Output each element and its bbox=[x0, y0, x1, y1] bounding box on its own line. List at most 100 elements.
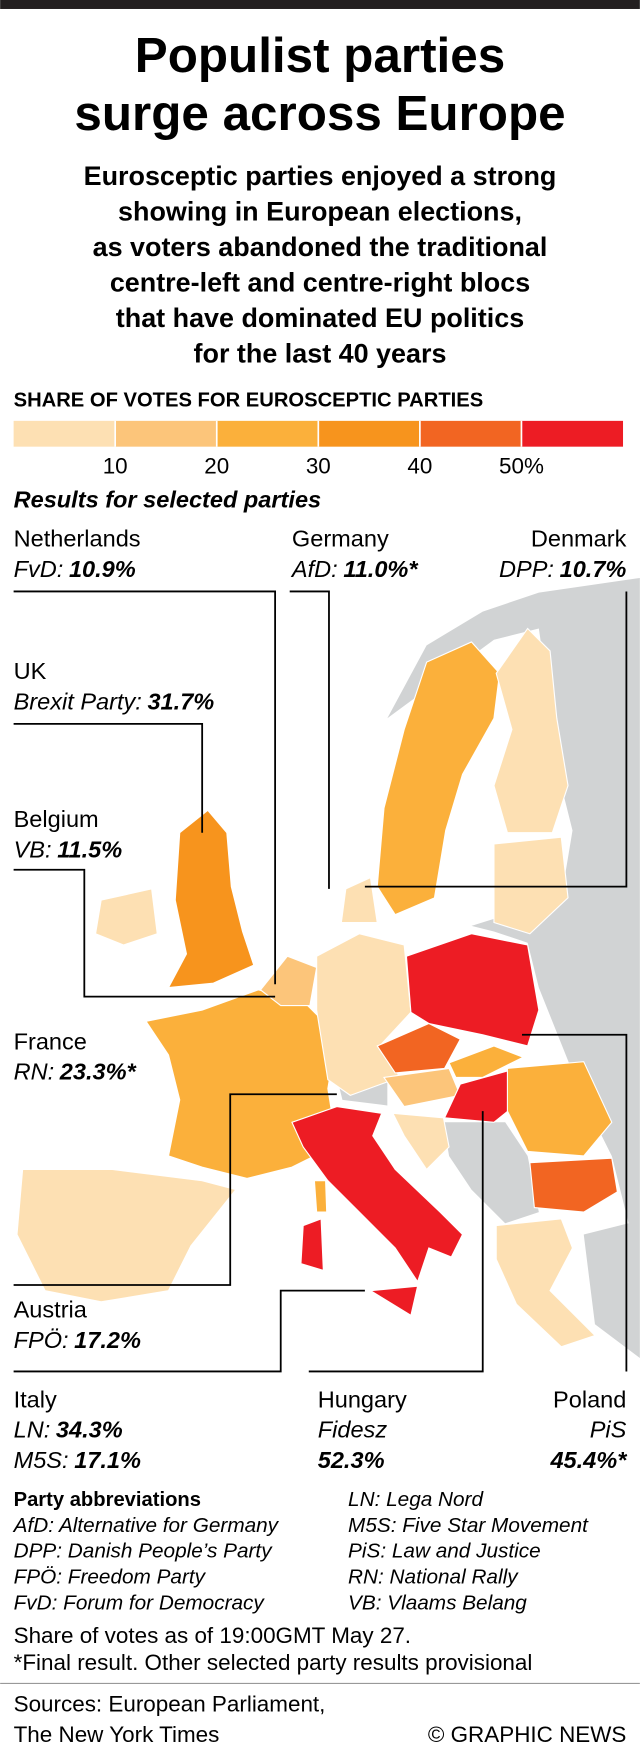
vote-share: 11.0%* bbox=[343, 556, 419, 582]
subtitle: Eurosceptic parties enjoyed a strong bbox=[84, 161, 557, 191]
country-name: Hungary bbox=[318, 1386, 407, 1412]
party: Fidesz bbox=[318, 1417, 388, 1443]
country-name: Italy bbox=[14, 1386, 57, 1412]
country-name: Germany bbox=[292, 526, 389, 552]
slovakia bbox=[448, 1045, 525, 1078]
subtitle: for the last 40 years bbox=[194, 339, 447, 369]
abbreviation: LN: Lega Nord bbox=[348, 1488, 484, 1511]
croatia bbox=[391, 1112, 450, 1171]
uk bbox=[167, 809, 255, 989]
legend-swatch bbox=[216, 420, 319, 447]
benelux bbox=[259, 955, 318, 1007]
abbreviation: M5S: Five Star Movement bbox=[348, 1514, 589, 1537]
result-line: DPP: 10.7% bbox=[499, 556, 626, 582]
romania bbox=[506, 1061, 613, 1157]
italy bbox=[291, 1106, 464, 1283]
vote-share: 34.3% bbox=[56, 1417, 123, 1443]
finland bbox=[493, 627, 569, 834]
country-name: UK bbox=[14, 658, 47, 684]
party: VB: bbox=[14, 836, 52, 862]
legend-tick-label: 10 bbox=[103, 454, 128, 479]
result-line: Brexit Party: 31.7% bbox=[14, 688, 215, 714]
legend-tick-label: 50% bbox=[499, 454, 544, 479]
abbreviation: AfD: Alternative for Germany bbox=[12, 1514, 280, 1537]
legend-swatch bbox=[419, 420, 522, 447]
credit: © GRAPHIC NEWS bbox=[428, 1722, 627, 1747]
vote-share: 31.7% bbox=[147, 688, 214, 714]
subtitle: that have dominated EU politics bbox=[116, 303, 524, 333]
title: surge across Europe bbox=[74, 86, 565, 141]
bulgaria bbox=[529, 1157, 619, 1213]
abbreviation: PiS: Law and Justice bbox=[348, 1540, 541, 1563]
abbreviation: FvD: Forum for Democracy bbox=[14, 1591, 266, 1614]
leader-line bbox=[364, 591, 628, 888]
result-line: LN: 34.3% bbox=[14, 1417, 123, 1443]
country-name: Netherlands bbox=[14, 526, 141, 552]
land bbox=[387, 577, 640, 1358]
party: DPP: bbox=[499, 556, 554, 582]
leader-line bbox=[13, 590, 277, 985]
land bbox=[443, 1122, 539, 1224]
results-title: Results for selected parties bbox=[14, 486, 322, 512]
leader-line bbox=[13, 868, 276, 998]
denmark bbox=[340, 876, 378, 924]
subtitle: centre-left and centre-right blocs bbox=[110, 268, 530, 298]
iberia bbox=[16, 1168, 237, 1303]
sweden bbox=[376, 641, 501, 916]
abbreviations-title: Party abbreviations bbox=[14, 1489, 201, 1511]
czechia bbox=[376, 1022, 462, 1074]
legend-swatch bbox=[115, 420, 217, 447]
result-line: 52.3% bbox=[318, 1447, 385, 1473]
abbreviation: FPÖ: Freedom Party bbox=[14, 1566, 207, 1589]
abbreviation: RN: National Rally bbox=[348, 1566, 519, 1589]
subtitle: showing in European elections, bbox=[118, 197, 522, 227]
party: FPÖ: bbox=[14, 1327, 69, 1353]
vote-share: 17.1% bbox=[74, 1447, 141, 1473]
country-name: Poland bbox=[553, 1386, 626, 1412]
vote-share: 52.3% bbox=[318, 1447, 385, 1473]
baltics bbox=[493, 836, 569, 935]
result-line: PiS bbox=[590, 1417, 627, 1443]
country-name: France bbox=[14, 1028, 87, 1054]
result-line: VB: 11.5% bbox=[14, 836, 123, 862]
ireland bbox=[94, 888, 158, 946]
source: The New York Times bbox=[14, 1722, 220, 1747]
leader-line bbox=[308, 1111, 484, 1373]
vote-share: 11.5% bbox=[57, 836, 122, 862]
corsica bbox=[313, 1180, 328, 1213]
country-name: Austria bbox=[14, 1297, 88, 1323]
result-line: RN: 23.3%* bbox=[14, 1059, 138, 1085]
legend-tick-label: 30 bbox=[306, 454, 331, 479]
result-line: FvD: 10.9% bbox=[14, 556, 136, 582]
subtitle: as voters abandoned the traditional bbox=[93, 232, 548, 262]
legend-swatch bbox=[318, 420, 420, 447]
vote-share: 10.9% bbox=[69, 556, 136, 582]
result-line: Fidesz bbox=[318, 1417, 388, 1443]
leader-line bbox=[289, 590, 330, 889]
legend-swatch bbox=[13, 420, 116, 447]
result-line: 45.4%* bbox=[549, 1447, 628, 1473]
greece bbox=[495, 1218, 597, 1348]
party: M5S: bbox=[14, 1447, 69, 1473]
vote-share: 45.4%* bbox=[549, 1447, 628, 1473]
top-bar bbox=[0, 0, 640, 9]
legend-tick-label: 20 bbox=[204, 454, 229, 479]
country-name: Denmark bbox=[531, 526, 627, 552]
leader-line bbox=[13, 1093, 337, 1286]
vote-share: 17.2% bbox=[74, 1327, 141, 1353]
party: PiS bbox=[590, 1417, 627, 1443]
vote-share: 23.3%* bbox=[59, 1059, 138, 1085]
title: Populist parties bbox=[135, 28, 505, 83]
poland bbox=[405, 933, 540, 1047]
leader-line bbox=[13, 722, 204, 833]
sicily bbox=[368, 1285, 419, 1317]
party: RN: bbox=[14, 1059, 55, 1085]
party: LN: bbox=[14, 1417, 51, 1443]
legend-tick-label: 40 bbox=[407, 454, 432, 479]
note: Share of votes as of 19:00GMT May 27. bbox=[14, 1623, 411, 1648]
result-line: AfD: 11.0%* bbox=[290, 556, 419, 582]
leader-line bbox=[522, 1033, 628, 1372]
sardinia bbox=[300, 1218, 324, 1272]
leader-line bbox=[13, 1289, 365, 1373]
